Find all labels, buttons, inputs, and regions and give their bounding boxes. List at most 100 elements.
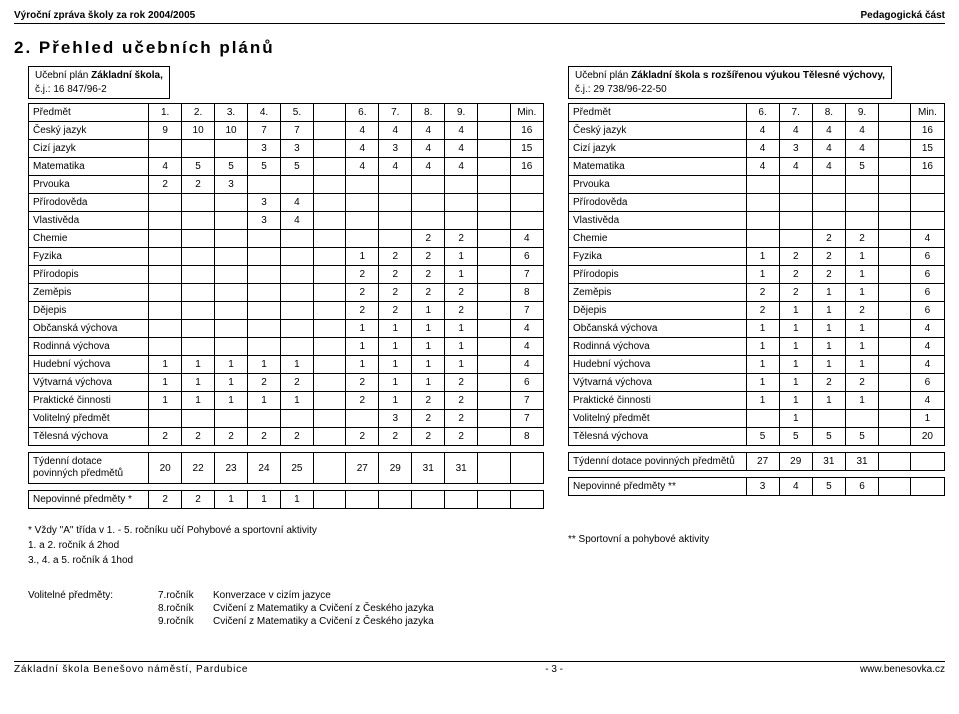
cell [779, 230, 812, 248]
cell: 15 [510, 140, 543, 158]
cell [879, 338, 911, 356]
cell [149, 284, 182, 302]
cell: 1 [845, 284, 878, 302]
col-header [879, 104, 911, 122]
cell [346, 194, 379, 212]
cell [478, 230, 510, 248]
cell: 4 [845, 122, 878, 140]
cell [215, 230, 248, 248]
cell: 7 [248, 122, 281, 140]
cell: 4 [812, 140, 845, 158]
cell: 4 [746, 158, 779, 176]
cell: 4 [779, 158, 812, 176]
cell [313, 176, 345, 194]
col-header: 6. [746, 104, 779, 122]
cell: 1 [182, 374, 215, 392]
cell: 4 [149, 158, 182, 176]
cell: 5 [182, 158, 215, 176]
cell [879, 140, 911, 158]
cell: 2 [379, 302, 412, 320]
cell: 4 [812, 122, 845, 140]
left-column: Učební plán Základní škola, č.j.: 16 847… [14, 66, 544, 509]
cell: 4 [510, 338, 543, 356]
cell [182, 266, 215, 284]
cell: 4 [412, 140, 445, 158]
cell: 31 [445, 453, 478, 484]
cell [182, 338, 215, 356]
cell [478, 266, 510, 284]
col-header: 4. [248, 104, 281, 122]
cell [412, 491, 445, 509]
cell [779, 176, 812, 194]
subject-label: Rodinná výchova [29, 338, 149, 356]
cell: 3 [248, 140, 281, 158]
cell [812, 410, 845, 428]
footer-center: - 3 - [545, 664, 563, 675]
cell: 5 [812, 478, 845, 496]
optional-text: Cvičení z Matematiky a Cvičení z Českého… [213, 616, 434, 627]
weekly-label: Týdenní dotacepovinných předmětů [29, 453, 149, 484]
cell: 4 [910, 320, 944, 338]
cell: 3 [215, 176, 248, 194]
cell [879, 410, 911, 428]
cell: 2 [445, 374, 478, 392]
cell [478, 320, 510, 338]
cell: 3 [746, 478, 779, 496]
cell: 4 [746, 122, 779, 140]
cell [845, 212, 878, 230]
cell: 31 [412, 453, 445, 484]
right-plan-title-box: Učební plán Základní škola s rozšířenou … [568, 66, 892, 99]
cell [746, 212, 779, 230]
cell [510, 212, 543, 230]
cell: 2 [812, 230, 845, 248]
optional-heading: Volitelné předměty: [28, 590, 158, 601]
cell: 4 [910, 230, 944, 248]
cell [445, 176, 478, 194]
cell: 4 [379, 122, 412, 140]
cell [149, 320, 182, 338]
cell: 29 [779, 453, 812, 471]
cell: 1 [445, 248, 478, 266]
cell: 1 [812, 356, 845, 374]
cell [746, 410, 779, 428]
col-header: 9. [845, 104, 878, 122]
optional-grade: 7.ročník [158, 590, 213, 601]
cell: 1 [812, 284, 845, 302]
cell [313, 284, 345, 302]
cell [215, 338, 248, 356]
col-header [478, 104, 510, 122]
cell [248, 338, 281, 356]
cell: 1 [280, 356, 313, 374]
subject-label: Občanská výchova [29, 320, 149, 338]
cell: 1 [379, 374, 412, 392]
cell [879, 302, 911, 320]
cell: 1 [812, 320, 845, 338]
two-column-layout: Učební plán Základní škola, č.j.: 16 847… [14, 66, 945, 509]
cell: 4 [445, 158, 478, 176]
optional-text: Konverzace v cizím jazyce [213, 590, 331, 601]
cell [215, 320, 248, 338]
cell [478, 140, 510, 158]
cell [445, 212, 478, 230]
cell: 7 [510, 392, 543, 410]
cell: 1 [445, 356, 478, 374]
cell: 2 [346, 266, 379, 284]
cell: 2 [779, 266, 812, 284]
subject-label: Přírodopis [569, 266, 747, 284]
col-header [313, 104, 345, 122]
note-right-text: ** Sportovní a pohybové aktivity [568, 534, 709, 545]
cell: 1 [280, 392, 313, 410]
cell: 1 [379, 356, 412, 374]
cell: 1 [248, 392, 281, 410]
optional-subjects: Volitelné předměty: 7.ročník Konverzace … [28, 590, 945, 627]
cell [149, 230, 182, 248]
cell: 1 [845, 320, 878, 338]
right-curriculum-table: Předmět6.7.8.9.Min.Český jazyk444416Cizí… [568, 103, 945, 496]
cell [478, 158, 510, 176]
cell [812, 176, 845, 194]
cell: 2 [746, 284, 779, 302]
cell [215, 212, 248, 230]
cell: 4 [346, 140, 379, 158]
cell: 1 [779, 320, 812, 338]
cell: 1 [248, 491, 281, 509]
